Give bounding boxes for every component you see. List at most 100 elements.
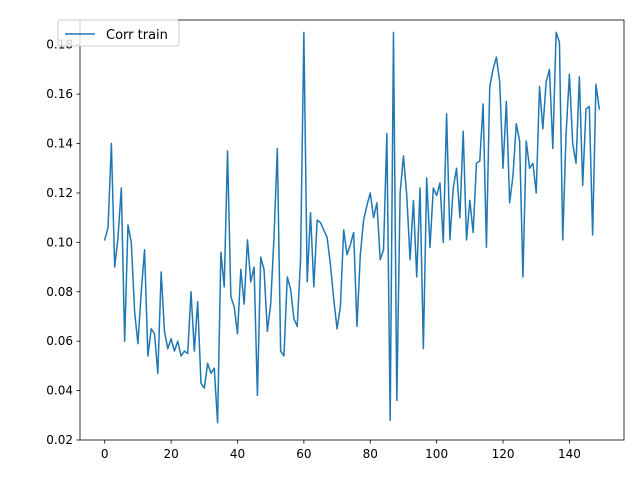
data-point-60 xyxy=(304,32,305,33)
data-point-110 xyxy=(469,200,470,201)
data-point-82 xyxy=(377,202,378,203)
y-tick-label-0: 0.02 xyxy=(46,433,73,447)
data-point-121 xyxy=(506,101,507,102)
data-point-11 xyxy=(141,291,142,292)
data-point-40 xyxy=(237,333,238,334)
y-tick-label-1: 0.04 xyxy=(46,384,73,398)
data-point-89 xyxy=(400,193,401,194)
data-point-44 xyxy=(250,282,251,283)
data-point-108 xyxy=(463,131,464,132)
data-point-0 xyxy=(104,240,105,241)
x-tick-label-6: 120 xyxy=(492,447,515,461)
y-tick-label-6: 0.14 xyxy=(46,137,73,151)
data-point-9 xyxy=(134,311,135,312)
data-point-61 xyxy=(307,282,308,283)
data-point-57 xyxy=(294,319,295,320)
data-point-132 xyxy=(543,128,544,129)
data-point-14 xyxy=(151,328,152,329)
x-axis: 0 20 40 60 80 100 120 140 xyxy=(101,440,581,461)
data-point-134 xyxy=(549,69,550,70)
data-point-115 xyxy=(486,247,487,248)
data-point-130 xyxy=(536,193,537,194)
data-point-12 xyxy=(144,249,145,250)
data-point-81 xyxy=(373,217,374,218)
data-point-23 xyxy=(181,356,182,357)
data-point-79 xyxy=(367,205,368,206)
data-point-147 xyxy=(592,235,593,236)
data-point-96 xyxy=(423,348,424,349)
data-point-37 xyxy=(227,151,228,152)
data-point-120 xyxy=(503,168,504,169)
plot-area xyxy=(80,20,624,440)
x-tick-label-7: 140 xyxy=(558,447,581,461)
data-point-13 xyxy=(148,356,149,357)
data-point-28 xyxy=(197,301,198,302)
data-point-7 xyxy=(128,225,129,226)
y-tick-label-4: 0.10 xyxy=(46,235,73,249)
data-point-88 xyxy=(396,400,397,401)
y-tick-label-5: 0.12 xyxy=(46,186,73,200)
data-point-116 xyxy=(489,86,490,87)
data-point-149 xyxy=(599,109,600,110)
data-point-95 xyxy=(420,188,421,189)
data-point-143 xyxy=(579,76,580,77)
data-point-21 xyxy=(174,351,175,352)
x-tick-label-2: 40 xyxy=(230,447,245,461)
data-point-54 xyxy=(284,356,285,357)
x-tick-label-5: 100 xyxy=(425,447,448,461)
data-point-22 xyxy=(177,341,178,342)
data-point-133 xyxy=(546,81,547,82)
data-point-25 xyxy=(187,353,188,354)
data-point-64 xyxy=(317,220,318,221)
data-point-52 xyxy=(277,148,278,149)
data-point-69 xyxy=(333,299,334,300)
data-point-98 xyxy=(430,247,431,248)
x-tick-label-3: 60 xyxy=(296,447,311,461)
data-point-16 xyxy=(157,373,158,374)
data-point-10 xyxy=(138,343,139,344)
data-point-77 xyxy=(360,254,361,255)
data-point-34 xyxy=(217,422,218,423)
data-point-39 xyxy=(234,306,235,307)
data-point-137 xyxy=(559,42,560,43)
data-point-135 xyxy=(552,148,553,149)
data-point-5 xyxy=(121,188,122,189)
data-point-106 xyxy=(456,168,457,169)
data-point-33 xyxy=(214,368,215,369)
data-point-4 xyxy=(118,237,119,238)
data-point-36 xyxy=(224,286,225,287)
data-point-42 xyxy=(244,304,245,305)
y-tick-label-3: 0.08 xyxy=(46,285,73,299)
data-point-84 xyxy=(383,249,384,250)
data-point-35 xyxy=(221,252,222,253)
data-point-24 xyxy=(184,351,185,352)
data-point-49 xyxy=(267,331,268,332)
data-point-111 xyxy=(473,232,474,233)
data-point-2 xyxy=(111,143,112,144)
data-point-91 xyxy=(406,195,407,196)
data-point-30 xyxy=(204,388,205,389)
data-point-46 xyxy=(257,395,258,396)
data-point-45 xyxy=(254,267,255,268)
data-point-70 xyxy=(337,328,338,329)
data-point-90 xyxy=(403,156,404,157)
data-point-75 xyxy=(353,232,354,233)
data-point-103 xyxy=(446,114,447,115)
data-point-145 xyxy=(586,109,587,110)
data-point-47 xyxy=(260,257,261,258)
data-point-141 xyxy=(572,143,573,144)
data-point-92 xyxy=(410,259,411,260)
data-point-19 xyxy=(167,348,168,349)
data-point-8 xyxy=(131,242,132,243)
y-tick-label-7: 0.16 xyxy=(46,87,73,101)
data-point-140 xyxy=(569,74,570,75)
data-point-67 xyxy=(327,237,328,238)
data-point-126 xyxy=(523,277,524,278)
y-tick-label-2: 0.06 xyxy=(46,334,73,348)
data-point-107 xyxy=(460,217,461,218)
data-point-6 xyxy=(124,341,125,342)
data-point-99 xyxy=(433,188,434,189)
data-point-71 xyxy=(340,306,341,307)
data-point-48 xyxy=(264,269,265,270)
